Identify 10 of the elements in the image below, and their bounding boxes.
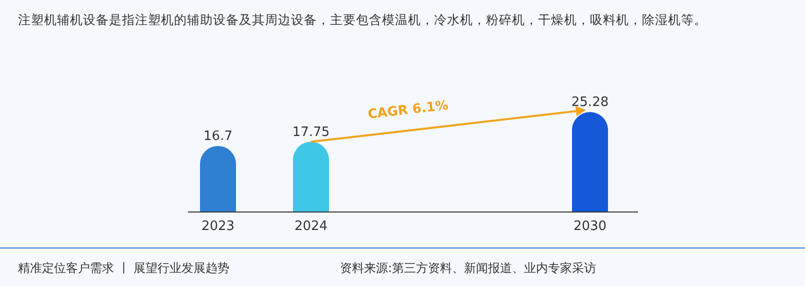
annotation: CAGR 6.1% [367, 98, 450, 123]
text: 资料来源:第三方资料、新闻报道、业内专家采访 [340, 261, 596, 275]
chart-title: 注塑机辅机设备是指注塑机的辅助设备及其周边设备，主要包含模温机，冷水机，粉碎机，干燥机，吸料机，除湿机等。 [18, 12, 707, 27]
data-label: 17.75 [292, 124, 330, 140]
x-tick-label: 2030 [573, 219, 607, 234]
x-tick-label: 2023 [201, 219, 235, 234]
text: 精准定位客户需求 丨 展望行业发展趋势 [18, 261, 230, 275]
data-label: 25.28 [571, 95, 609, 110]
x-tick-label: 2024 [294, 219, 328, 234]
data-label: 16.7 [204, 128, 232, 144]
